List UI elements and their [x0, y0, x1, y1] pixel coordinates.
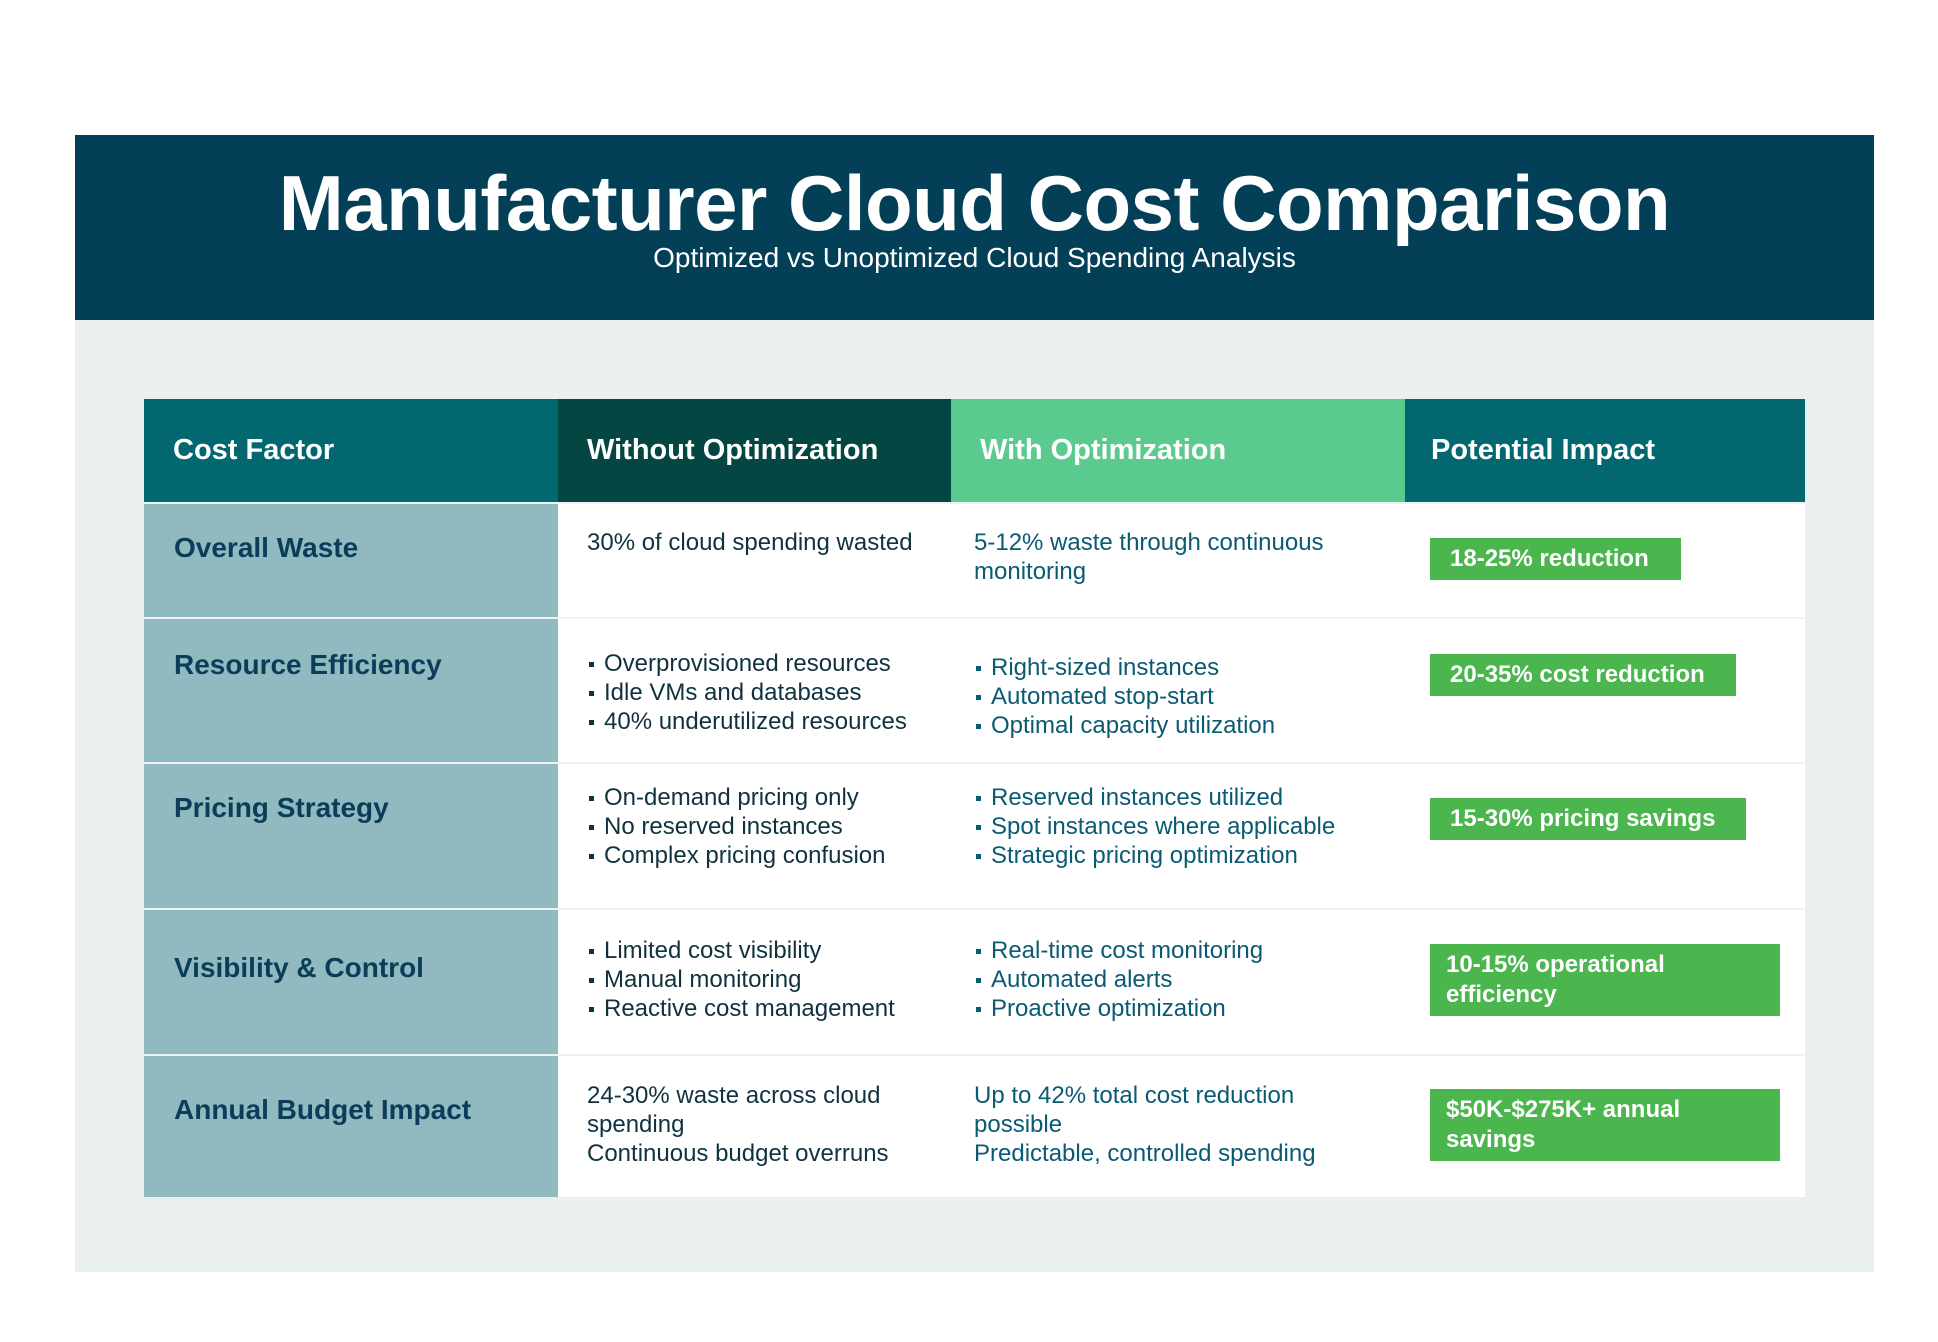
without-text: Continuous budget overruns — [587, 1140, 889, 1167]
list-item: 40% underutilized resources — [587, 707, 935, 736]
impact-badge: $50K-$275K+ annual savings — [1430, 1089, 1780, 1161]
row-label: Pricing Strategy — [144, 764, 558, 908]
list-item: Automated stop-start — [974, 682, 1389, 711]
header-with-optimization: With Optimization — [951, 399, 1405, 502]
without-cell: 24-30% waste across cloud spending Conti… — [558, 1056, 951, 1197]
with-text: Up to 42% total cost reduction possible — [974, 1082, 1295, 1138]
list-item: Right-sized instances — [974, 653, 1389, 682]
impact-cell: 10-15% operational efficiency — [1405, 910, 1805, 1054]
page-subtitle: Optimized vs Unoptimized Cloud Spending … — [653, 242, 1296, 273]
table-row: Annual Budget Impact 24-30% waste across… — [144, 1054, 1805, 1197]
impact-badge: 15-30% pricing savings — [1430, 798, 1746, 840]
infographic-canvas: Manufacturer Cloud Cost Comparison Optim… — [75, 135, 1874, 1272]
with-text: 5-12% waste through continuous monitorin… — [974, 529, 1324, 585]
list-item: On-demand pricing only — [587, 783, 935, 812]
with-cell: Right-sized instances Automated stop-sta… — [951, 619, 1405, 762]
row-label: Visibility & Control — [144, 910, 558, 1054]
with-list: Reserved instances utilized Spot instanc… — [974, 783, 1389, 870]
with-cell: 5-12% waste through continuous monitorin… — [951, 504, 1405, 617]
list-item: Idle VMs and databases — [587, 678, 935, 707]
list-item: Proactive optimization — [974, 994, 1389, 1023]
list-item: Spot instances where applicable — [974, 812, 1389, 841]
with-cell: Real-time cost monitoring Automated aler… — [951, 910, 1405, 1054]
list-item: Real-time cost monitoring — [974, 936, 1389, 965]
list-item: Complex pricing confusion — [587, 841, 935, 870]
impact-cell: 18-25% reduction — [1405, 504, 1805, 617]
row-label: Overall Waste — [144, 504, 558, 617]
with-text: Predictable, controlled spending — [974, 1140, 1316, 1167]
table-row: Overall Waste 30% of cloud spending wast… — [144, 502, 1805, 617]
table-row: Pricing Strategy On-demand pricing only … — [144, 762, 1805, 908]
row-label: Annual Budget Impact — [144, 1056, 558, 1197]
impact-badge: 18-25% reduction — [1430, 538, 1681, 580]
without-list: On-demand pricing only No reserved insta… — [587, 783, 935, 870]
with-cell: Reserved instances utilized Spot instanc… — [951, 764, 1405, 908]
table-row: Resource Efficiency Overprovisioned reso… — [144, 617, 1805, 762]
header-without-optimization: Without Optimization — [558, 399, 951, 502]
row-label: Resource Efficiency — [144, 619, 558, 762]
header-cost-factor: Cost Factor — [144, 399, 558, 502]
with-cell: Up to 42% total cost reduction possible … — [951, 1056, 1405, 1197]
list-item: Limited cost visibility — [587, 936, 935, 965]
without-list: Overprovisioned resources Idle VMs and d… — [587, 649, 935, 736]
impact-badge: 20-35% cost reduction — [1430, 654, 1736, 696]
table-row: Visibility & Control Limited cost visibi… — [144, 908, 1805, 1054]
table-header-row: Cost Factor Without Optimization With Op… — [144, 399, 1805, 502]
impact-cell: 20-35% cost reduction — [1405, 619, 1805, 762]
comparison-table: Cost Factor Without Optimization With Op… — [144, 399, 1805, 1197]
without-cell: Limited cost visibility Manual monitorin… — [558, 910, 951, 1054]
impact-cell: $50K-$275K+ annual savings — [1405, 1056, 1805, 1197]
impact-badge: 10-15% operational efficiency — [1430, 944, 1780, 1016]
page-title: Manufacturer Cloud Cost Comparison — [278, 159, 1671, 247]
with-list: Right-sized instances Automated stop-sta… — [974, 653, 1389, 740]
list-item: Reactive cost management — [587, 994, 935, 1023]
without-text: 24-30% waste across cloud spending — [587, 1082, 881, 1138]
with-list: Real-time cost monitoring Automated aler… — [974, 936, 1389, 1023]
header-potential-impact: Potential Impact — [1405, 399, 1805, 502]
without-cell: On-demand pricing only No reserved insta… — [558, 764, 951, 908]
title-banner: Manufacturer Cloud Cost Comparison Optim… — [75, 135, 1874, 320]
list-item: Reserved instances utilized — [974, 783, 1389, 812]
without-list: Limited cost visibility Manual monitorin… — [587, 936, 935, 1023]
list-item: Optimal capacity utilization — [974, 711, 1389, 740]
without-cell: Overprovisioned resources Idle VMs and d… — [558, 619, 951, 762]
impact-cell: 15-30% pricing savings — [1405, 764, 1805, 908]
list-item: Manual monitoring — [587, 965, 935, 994]
list-item: Overprovisioned resources — [587, 649, 935, 678]
list-item: Strategic pricing optimization — [974, 841, 1389, 870]
list-item: No reserved instances — [587, 812, 935, 841]
list-item: Automated alerts — [974, 965, 1389, 994]
without-text: 30% of cloud spending wasted — [587, 529, 913, 556]
without-cell: 30% of cloud spending wasted — [558, 504, 951, 617]
